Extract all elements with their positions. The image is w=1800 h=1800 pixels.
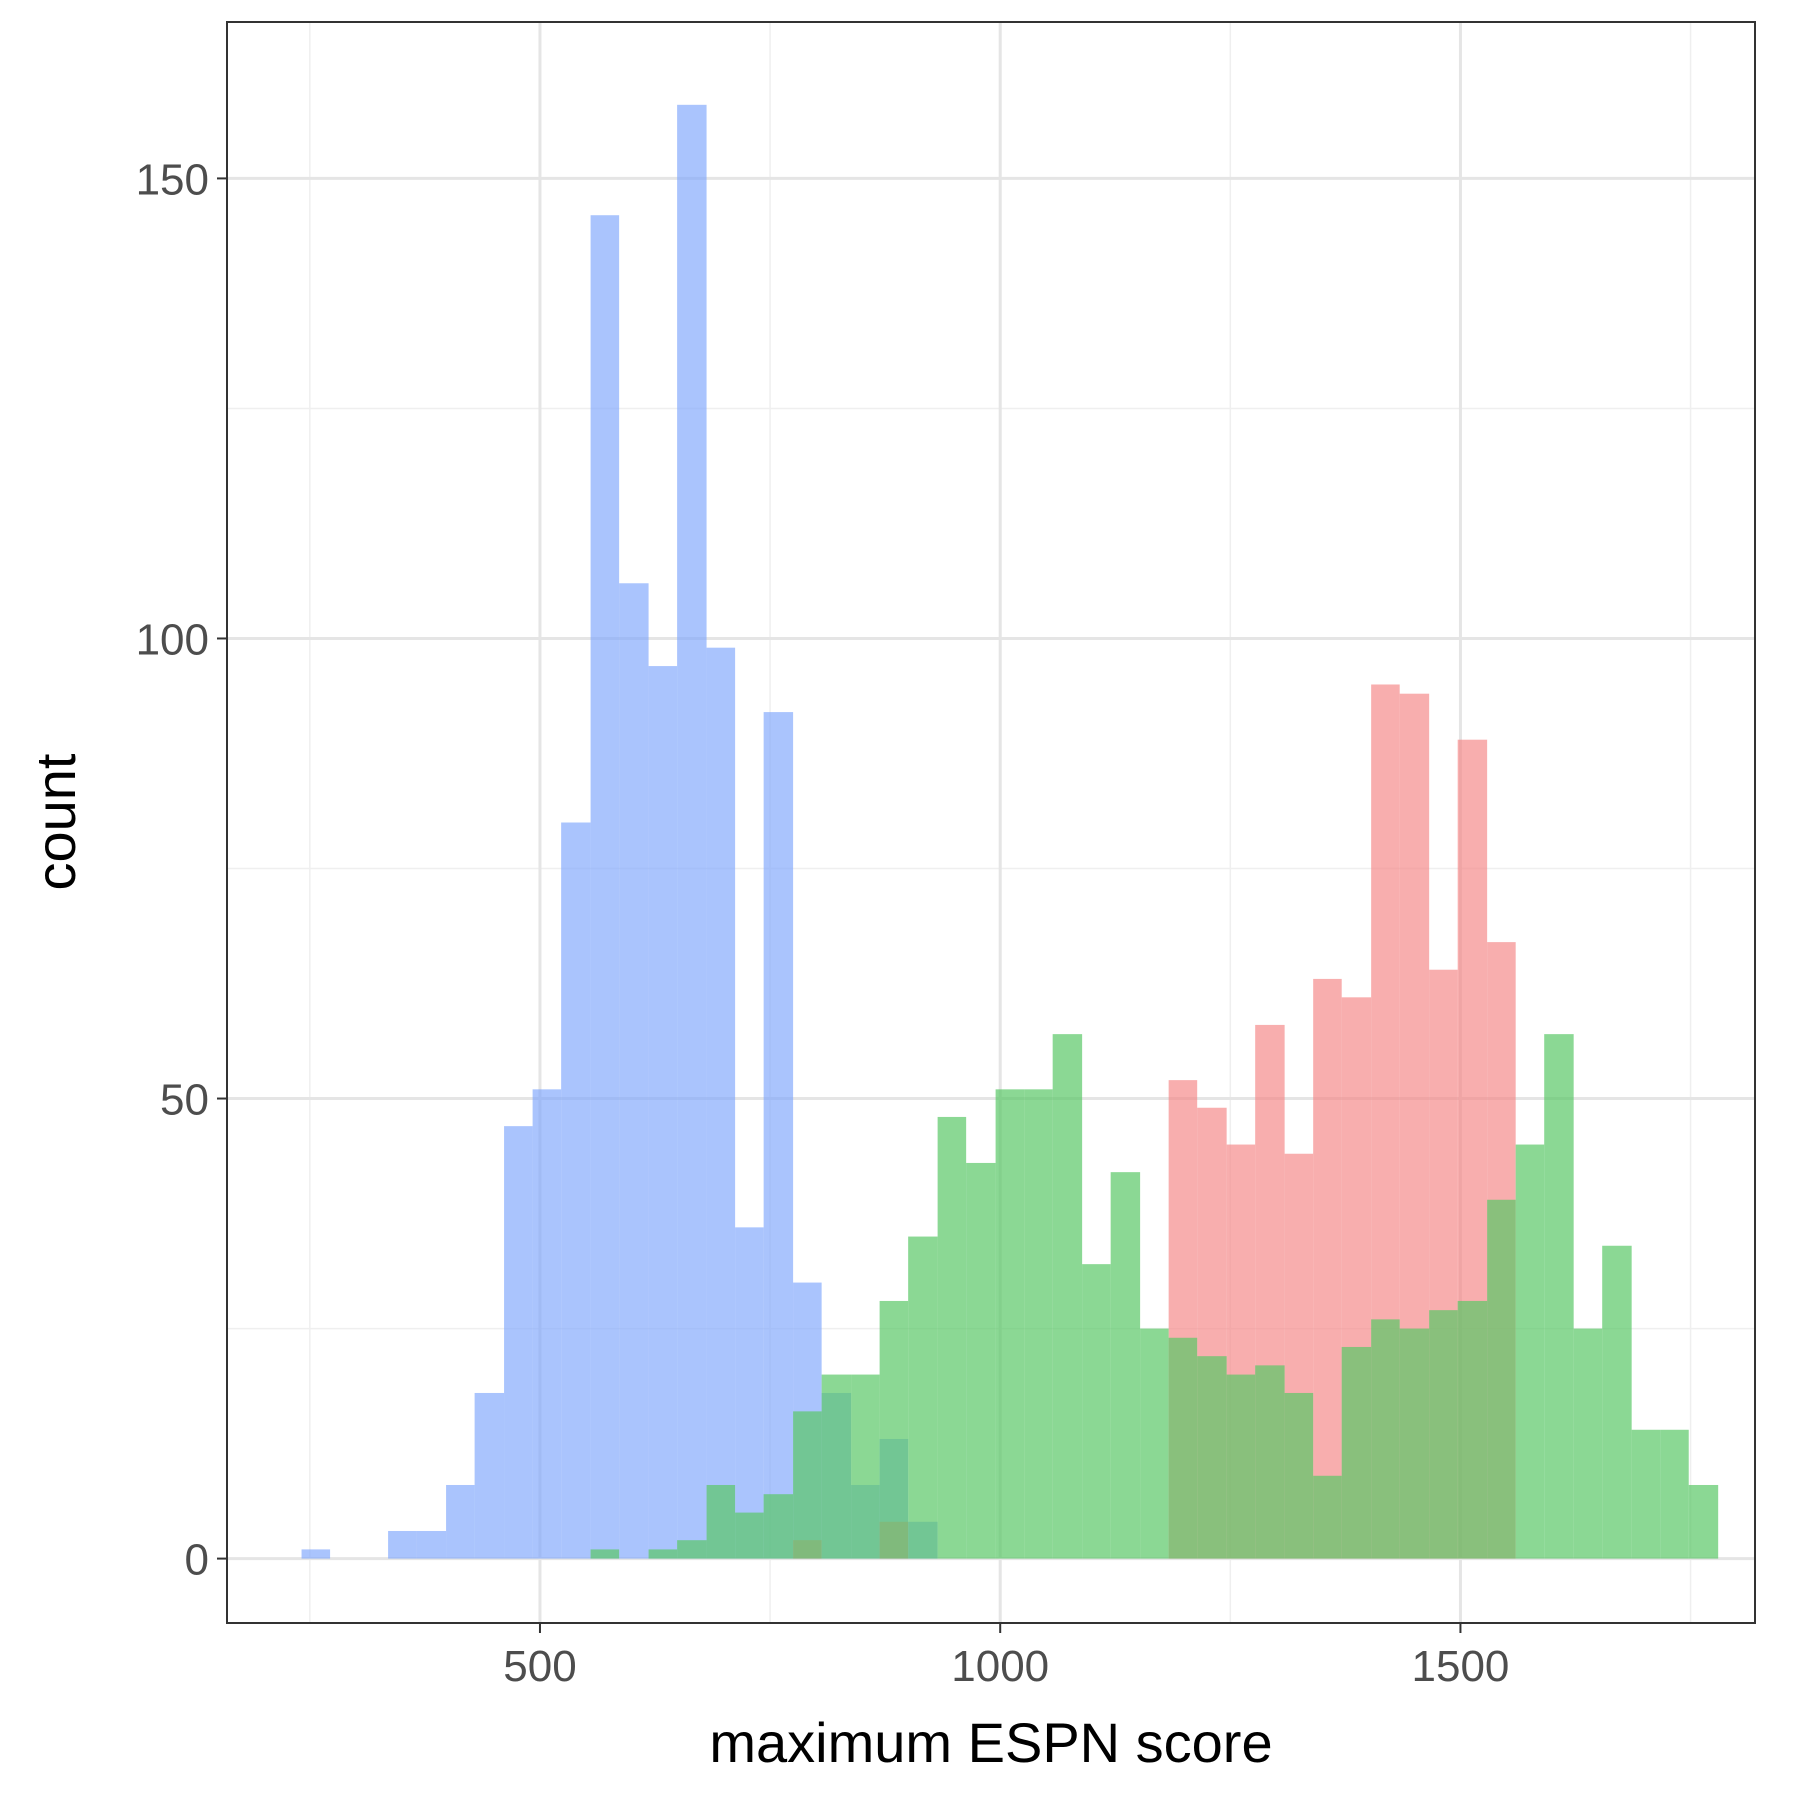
histogram-bar — [1313, 978, 1342, 1559]
histogram-bar — [763, 1494, 794, 1559]
histogram-bar — [301, 1549, 331, 1559]
histogram-bar — [1082, 1264, 1111, 1559]
histogram-bar — [937, 1116, 967, 1559]
histogram-bar — [1226, 1374, 1256, 1559]
series-1-bars — [301, 104, 938, 1559]
histogram-bar — [1052, 1034, 1083, 1559]
histogram-bar — [1573, 1328, 1603, 1559]
histogram-bar — [1284, 1392, 1314, 1559]
x-tick-label: 1000 — [951, 1642, 1049, 1691]
histogram-bar — [590, 1549, 620, 1559]
histogram-bar — [706, 647, 736, 1559]
histogram-bar — [763, 712, 794, 1559]
histogram-bar — [1515, 1144, 1545, 1559]
y-tick-label: 50 — [160, 1076, 209, 1125]
histogram-bar — [590, 215, 620, 1559]
y-tick-label: 150 — [136, 155, 209, 204]
series-3-bars — [590, 1034, 1719, 1559]
histogram-bar — [474, 1392, 505, 1559]
histogram-bar — [1429, 1310, 1458, 1559]
histogram-bar — [648, 666, 678, 1559]
histogram-bar — [1255, 1365, 1285, 1559]
plot-panel-border — [226, 21, 1756, 1624]
histogram-bar — [1024, 1089, 1053, 1559]
histogram-bar — [1341, 1346, 1372, 1559]
histogram-bar — [1371, 1319, 1400, 1559]
histogram-bar — [1399, 1328, 1430, 1559]
histogram-bar — [793, 1411, 822, 1559]
histogram-bar — [416, 1530, 447, 1559]
histogram-bar — [677, 104, 707, 1559]
histogram-bar — [619, 583, 649, 1559]
histogram-bar — [1602, 1245, 1632, 1559]
histogram-bar — [879, 1300, 909, 1559]
histogram-bar — [1197, 1356, 1227, 1559]
histogram-bar — [735, 1512, 764, 1559]
histogram-bar — [648, 1549, 678, 1559]
histogram-bar — [1487, 1199, 1516, 1559]
histogram-bar — [1688, 1484, 1719, 1559]
histogram-bar — [995, 1089, 1025, 1559]
histogram-bar — [388, 1530, 417, 1559]
histogram-bar — [1168, 1337, 1198, 1559]
y-axis-title: count — [24, 753, 87, 890]
histogram-bar — [706, 1484, 736, 1559]
x-tick-label: 500 — [503, 1642, 576, 1691]
histogram-bar — [1457, 1300, 1488, 1559]
histogram-bar — [677, 1540, 707, 1559]
histogram-bar — [851, 1374, 880, 1559]
y-axis: 0 50 100 150 — [136, 155, 227, 1585]
histogram-bar — [532, 1089, 562, 1559]
histogram-bar — [908, 1236, 938, 1559]
histogram-bar — [1110, 1172, 1141, 1559]
histogram-bar — [1140, 1328, 1169, 1559]
histogram-bar — [446, 1484, 475, 1559]
y-tick-label: 100 — [136, 615, 209, 664]
histogram-bar — [561, 822, 591, 1559]
histogram-bar — [966, 1162, 996, 1559]
histogram-bars — [301, 104, 1719, 1559]
y-tick-label: 0 — [185, 1536, 209, 1585]
x-axis: 500 1000 1500 — [503, 1623, 1509, 1691]
histogram-bar — [1631, 1429, 1661, 1559]
histogram-bar — [735, 1227, 764, 1559]
histogram-bar — [1544, 1034, 1574, 1559]
histogram-bar — [821, 1374, 852, 1559]
x-axis-title: maximum ESPN score — [709, 1711, 1272, 1774]
histogram-bar — [1313, 1475, 1342, 1559]
histogram-bar — [1660, 1429, 1689, 1559]
histogram-bar — [504, 1126, 533, 1559]
x-tick-label: 1500 — [1412, 1642, 1510, 1691]
